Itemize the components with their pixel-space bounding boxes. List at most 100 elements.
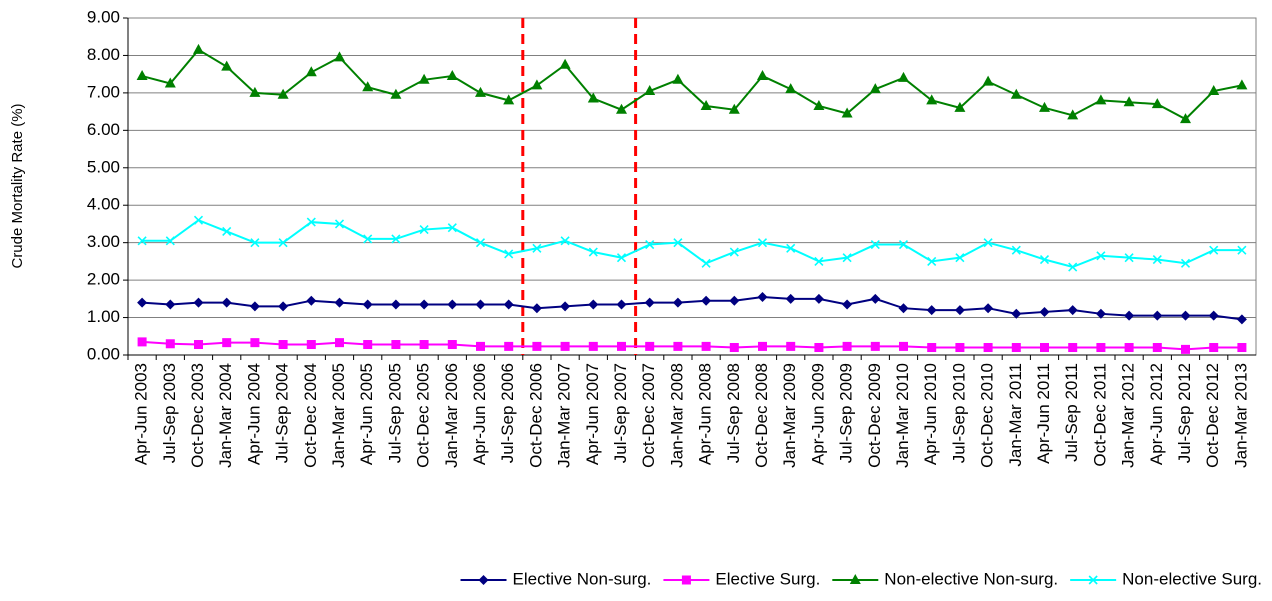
marker [927,256,937,266]
marker [700,99,712,110]
marker [1039,306,1050,317]
y-tick-label: 6.00 [87,120,120,139]
marker [447,223,457,233]
marker [165,236,175,246]
marker [644,85,656,96]
marker [419,340,429,350]
marker [785,293,796,304]
series-line [142,219,1242,269]
marker [363,340,373,350]
marker [870,293,881,304]
marker [672,297,683,308]
x-tick-label: Oct-Dec 2011 [1090,363,1109,467]
legend: Elective Non-surg. Elective Surg. Non-elec… [460,569,1262,588]
marker [983,303,994,314]
marker [645,341,655,351]
marker [954,101,966,112]
marker [955,343,965,353]
marker [503,299,514,310]
marker [1208,85,1220,96]
marker [475,86,486,97]
marker [334,219,345,229]
marker [849,574,861,584]
marker [954,305,965,316]
legend-item: Non-elective Surg. [1070,569,1262,588]
x-tick-label: Jul-Sep 2009 [837,363,856,463]
x-tick-label: Oct-Dec 2010 [978,363,997,468]
x-tick-label: Jan-Mar 2009 [780,363,799,468]
marker [476,341,485,351]
x-tick-label: Jul-Sep 2003 [160,363,179,463]
marker [419,224,429,235]
x-tick-label: Oct-Dec 2009 [865,363,884,468]
x-tick-label: Oct-Dec 2012 [1203,363,1222,468]
marker [898,303,909,314]
marker [278,340,288,350]
x-tick-label: Jan-Mar 2005 [329,363,348,468]
marker [814,343,824,353]
marker [757,238,768,248]
marker [785,83,797,94]
marker [1152,310,1163,321]
marker [1067,109,1079,120]
marker [194,340,203,350]
marker [193,297,204,308]
x-tick-label: Jan-Mar 2011 [1006,363,1025,467]
marker [475,238,486,248]
marker [532,243,542,253]
marker [363,234,373,244]
marker [757,70,768,81]
marker [1123,96,1135,107]
legend-label: Non-elective Non-surg. [884,569,1058,588]
marker [222,226,232,236]
marker [1152,343,1162,353]
marker [136,70,148,81]
marker [1181,344,1190,354]
x-tick-label: Apr-Jun 2005 [357,363,376,465]
x-tick-label: Jul-Sep 2011 [1062,363,1081,462]
x-tick-label: Oct-Dec 2004 [301,363,320,468]
marker [813,293,824,304]
marker [335,338,344,348]
marker [1152,254,1162,265]
marker [1237,245,1247,255]
marker [729,343,739,353]
marker [165,299,176,310]
series-line [142,340,1242,351]
marker [1067,305,1078,316]
marker [1236,314,1247,325]
marker [391,234,401,244]
legend-label: Elective Surg. [715,569,820,588]
y-tick-label: 1.00 [87,307,120,326]
marker [447,299,458,310]
marker [559,58,571,69]
x-tick-label: Apr-Jun 2011 [1034,363,1053,464]
x-tick-label: Oct-Dec 2007 [639,363,658,468]
x-tick-label: Oct-Dec 2006 [526,363,545,468]
legend-item: Non-elective Non-surg. [832,569,1058,588]
marker [616,253,627,263]
y-tick-label: 4.00 [87,195,120,214]
marker [1236,79,1248,90]
x-tick-label: Jan-Mar 2004 [216,363,235,468]
marker [1095,308,1106,319]
marker [1095,94,1107,105]
marker [193,215,204,225]
marker [842,299,853,310]
marker [418,73,430,84]
y-tick-label: 9.00 [87,7,120,26]
marker [1068,343,1078,353]
marker [1010,88,1022,99]
marker [983,238,993,248]
marker [221,60,233,71]
marker [673,341,683,351]
x-tick-label: Apr-Jun 2010 [921,363,940,465]
x-tick-label: Apr-Jun 2012 [1147,363,1166,465]
marker [504,249,514,259]
legend-item: Elective Surg. [663,569,820,588]
marker [786,341,796,351]
marker [927,343,937,353]
legend-label: Non-elective Surg. [1122,569,1262,588]
x-tick-label: Apr-Jun 2003 [132,363,151,465]
